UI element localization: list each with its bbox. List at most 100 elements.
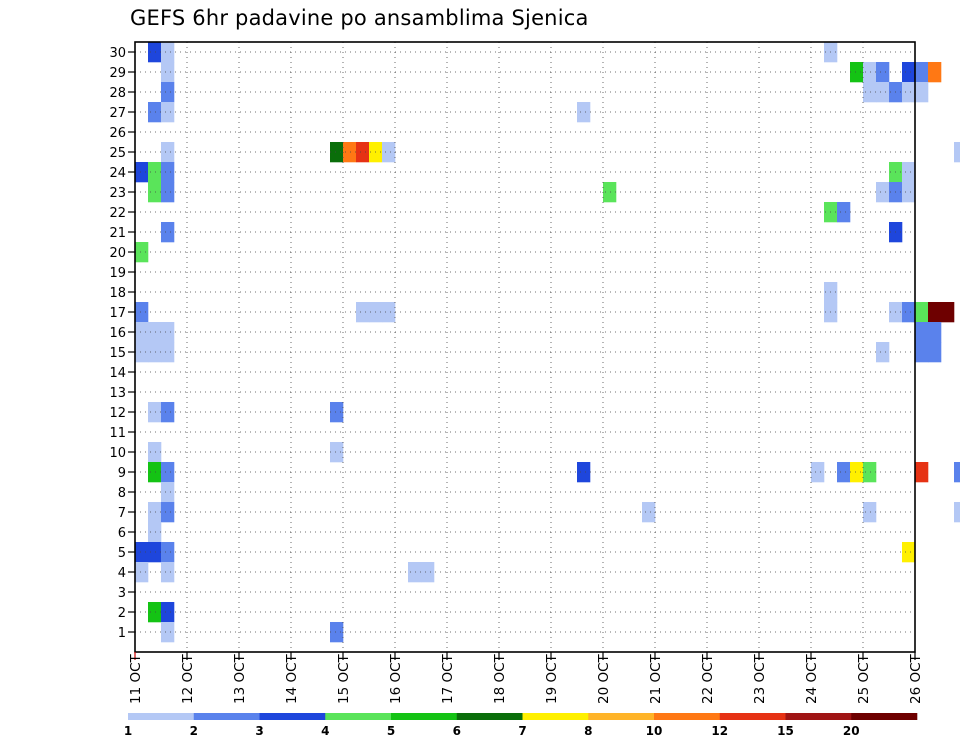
- y-tick-label: 7: [118, 506, 126, 521]
- y-tick-label: 25: [109, 146, 126, 161]
- y-tick-label: 22: [109, 206, 126, 221]
- colorbar-label: 20: [843, 724, 860, 738]
- heatmap-cell: [343, 142, 357, 163]
- x-tick-label: 12 OCT: [180, 653, 196, 704]
- y-tick-label: 18: [109, 286, 126, 301]
- heatmap-cell: [876, 342, 890, 363]
- heatmap-cell: [161, 222, 175, 243]
- heatmap-cell: [161, 162, 175, 183]
- y-tick-label: 21: [109, 226, 126, 241]
- heatmap-cell: [161, 622, 175, 643]
- colorbar-swatch: [259, 713, 326, 720]
- heatmap-cell: [135, 242, 149, 263]
- y-tick-label: 12: [109, 406, 126, 421]
- heatmap-cell: [928, 62, 942, 83]
- heatmap-cell: [161, 602, 175, 623]
- heatmap-cell: [954, 142, 960, 163]
- heatmap-cell: [915, 462, 929, 483]
- y-tick-label: 24: [109, 166, 126, 181]
- heatmap-cell: [148, 322, 162, 343]
- heatmap-cell: [148, 542, 162, 563]
- heatmap-cell: [876, 62, 890, 83]
- y-tick-label: 5: [118, 546, 126, 561]
- heatmap-cell: [148, 602, 162, 623]
- x-tick-label: 24 OCT: [804, 653, 820, 704]
- y-tick-label: 19: [109, 266, 126, 281]
- colorbar-swatch: [325, 713, 392, 720]
- y-tick-label: 26: [109, 126, 126, 141]
- x-tick-label: 26 OCT: [908, 653, 924, 704]
- heatmap-cell: [148, 522, 162, 543]
- heatmap-cell: [161, 322, 175, 343]
- heatmap-cell: [161, 562, 175, 583]
- x-tick-label: 16 OCT: [388, 653, 404, 704]
- colorbar-label: 3: [255, 724, 263, 738]
- heatmap-cell: [902, 542, 916, 563]
- colorbar-swatch: [588, 713, 655, 720]
- x-tick-label: 21 OCT: [648, 653, 664, 704]
- heatmap-cell: [161, 542, 175, 563]
- y-tick-label: 3: [118, 586, 126, 601]
- heatmap-cell: [915, 302, 929, 323]
- colorbar-swatch: [391, 713, 458, 720]
- x-tick-label: 15 OCT: [336, 653, 352, 704]
- heatmap-cell: [148, 462, 162, 483]
- heatmap-cell: [642, 502, 656, 523]
- heatmap-cell: [902, 162, 916, 183]
- y-tick-label: 14: [109, 366, 126, 381]
- heatmap-cell: [421, 562, 435, 583]
- y-tick-label: 8: [118, 486, 126, 501]
- heatmap-cell: [148, 162, 162, 183]
- heatmap-cell: [928, 322, 942, 343]
- colorbar-swatch: [654, 713, 721, 720]
- colorbar-label: 6: [453, 724, 461, 738]
- heatmap-cell: [902, 302, 916, 323]
- heatmap-cell: [356, 142, 370, 163]
- heatmap-cell: [408, 562, 422, 583]
- x-tick-label: 19 OCT: [544, 653, 560, 704]
- x-tick-label: 23 OCT: [752, 653, 768, 704]
- y-tick-label: 23: [109, 186, 126, 201]
- heatmap-cell: [902, 82, 916, 103]
- colorbar-label: 2: [190, 724, 198, 738]
- heatmap-cell: [161, 82, 175, 103]
- heatmap-cell: [915, 62, 929, 83]
- x-tick-label: 22 OCT: [700, 653, 716, 704]
- colorbar-label: 10: [646, 724, 663, 738]
- heatmap-cell: [577, 102, 591, 123]
- y-tick-label: 30: [109, 46, 126, 61]
- colorbar-label: 15: [777, 724, 794, 738]
- heatmap-cell: [135, 342, 149, 363]
- plot-frame: [134, 41, 916, 653]
- y-tick-label: 20: [109, 246, 126, 261]
- x-tick-label: 20 OCT: [596, 653, 612, 704]
- colorbar-label: 7: [518, 724, 526, 738]
- y-tick-label: 15: [109, 346, 126, 361]
- colorbar-swatch: [128, 713, 195, 720]
- heatmap-cell: [863, 62, 877, 83]
- colorbar-swatch: [522, 713, 589, 720]
- colorbar-label: 5: [387, 724, 395, 738]
- heatmap-cell: [915, 82, 929, 103]
- heatmap-cell: [135, 542, 149, 563]
- heatmap-cell: [161, 402, 175, 423]
- heatmap-cell: [915, 342, 929, 363]
- heatmap-cell: [941, 302, 955, 323]
- heatmap-cell: [902, 182, 916, 203]
- heatmap-cell: [330, 142, 344, 163]
- y-tick-label: 1: [118, 626, 126, 641]
- heatmap-cell: [330, 442, 344, 463]
- heatmap-cell: [161, 142, 175, 163]
- heatmap-cell: [928, 302, 942, 323]
- y-tick-label: 17: [109, 306, 126, 321]
- heatmap-cell: [902, 62, 916, 83]
- y-tick-label: 6: [118, 526, 126, 541]
- colorbar-label: 1: [124, 724, 132, 738]
- heatmap-cell: [863, 82, 877, 103]
- colorbar-swatch: [785, 713, 852, 720]
- heatmap-cell: [161, 182, 175, 203]
- heatmap-cell: [382, 302, 396, 323]
- y-tick-label: 11: [109, 426, 126, 441]
- heatmap-cell: [837, 202, 851, 223]
